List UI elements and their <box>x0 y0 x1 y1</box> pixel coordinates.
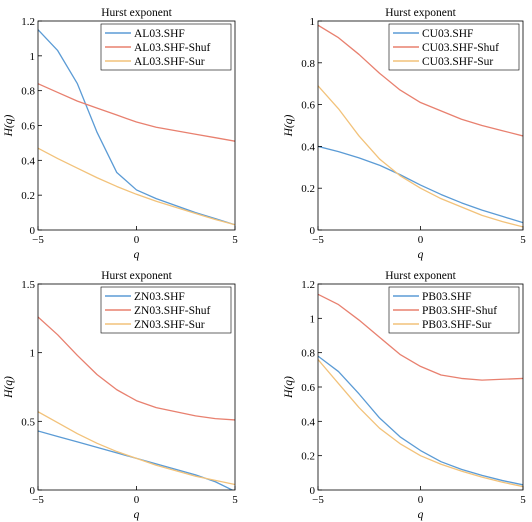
legend-entry: ZN03.SHF-Sur <box>134 319 205 331</box>
y-tick-label: 0.2 <box>301 451 315 463</box>
x-axis-label: q <box>134 509 140 521</box>
x-tick-label: 0 <box>134 494 140 506</box>
y-tick-label: 0.5 <box>21 416 35 428</box>
y-tick-label: 0.4 <box>301 141 315 153</box>
x-tick-label: −5 <box>32 494 44 506</box>
y-tick-label: 1 <box>310 313 316 325</box>
y-tick-label: 0.8 <box>21 86 35 98</box>
legend-entry: AL03.SHF-Sur <box>134 56 205 68</box>
series-line-cu03-shf <box>318 145 523 224</box>
series-line-zn03-shf-shuf <box>38 316 235 421</box>
legend-entry: CU03.SHF-Sur <box>422 56 493 68</box>
legend: CU03.SHF CU03.SHF-Shuf CU03.SHF-Sur <box>388 23 520 71</box>
legend-entry: PB03.SHF <box>422 291 472 303</box>
y-tick-label: 0.4 <box>301 416 315 428</box>
series-line-pb03-shf-sur <box>318 359 523 488</box>
y-tick-label: 0 <box>310 225 316 237</box>
series-line-pb03-shf <box>318 355 523 486</box>
series-line-al03-shf <box>38 29 235 226</box>
x-tick-label: 5 <box>232 234 238 246</box>
y-tick-label: 0.8 <box>301 58 315 70</box>
series-line-pb03-shf-shuf <box>318 293 523 381</box>
chart-title: Hurst exponent <box>385 270 456 282</box>
x-tick-label: −5 <box>312 494 324 506</box>
legend: PB03.SHF PB03.SHF-Shuf PB03.SHF-Sur <box>388 286 520 334</box>
x-axis-label: q <box>418 249 424 261</box>
y-tick-label: 1.2 <box>21 16 35 28</box>
x-axis-label: q <box>418 509 424 521</box>
legend-entry: AL03.SHF-Shuf <box>134 42 211 54</box>
series-line-zn03-shf <box>38 430 234 490</box>
legend-entry: ZN03.SHF-Shuf <box>134 305 211 317</box>
y-tick-label: 1 <box>30 348 36 360</box>
y-tick-label: 0.6 <box>21 121 35 133</box>
legend-entry: PB03.SHF-Sur <box>422 319 492 331</box>
y-axis-label: H(q) <box>283 114 295 137</box>
x-tick-label: −5 <box>312 234 324 246</box>
y-tick-label: 0.4 <box>21 155 35 167</box>
x-tick-label: −5 <box>32 234 44 246</box>
x-axis-label: q <box>134 249 140 261</box>
x-tick-label: 5 <box>232 494 238 506</box>
y-tick-label: 0.6 <box>301 100 315 112</box>
series-line-zn03-shf-sur <box>38 411 235 486</box>
legend: AL03.SHF AL03.SHF-Shuf AL03.SHF-Sur <box>100 23 232 71</box>
y-axis-label: H(q) <box>3 376 15 399</box>
series-line-al03-shf-shuf <box>38 83 235 142</box>
legend-entry: CU03.SHF <box>422 28 473 40</box>
x-tick-label: 0 <box>418 494 424 506</box>
series-line-cu03-shf-shuf <box>318 24 523 137</box>
chart-title: Hurst exponent <box>385 7 456 19</box>
x-tick-label: 5 <box>520 494 526 506</box>
legend-entry: ZN03.SHF <box>134 291 185 303</box>
y-tick-label: 0 <box>310 485 316 497</box>
series-line-cu03-shf-sur <box>318 85 523 228</box>
x-tick-label: 0 <box>134 234 140 246</box>
y-tick-label: 1.2 <box>301 279 315 291</box>
y-tick-label: 0.6 <box>301 382 315 394</box>
y-tick-label: 0 <box>30 225 36 237</box>
chart-title: Hurst exponent <box>101 270 172 282</box>
x-tick-label: 5 <box>520 234 526 246</box>
y-tick-label: 0.8 <box>301 348 315 360</box>
y-tick-label: 1 <box>30 51 36 63</box>
series-line-al03-shf-sur <box>38 147 235 226</box>
y-axis-label: H(q) <box>3 114 15 137</box>
x-tick-label: 0 <box>418 234 424 246</box>
y-tick-label: 0.2 <box>301 183 315 195</box>
chart-title: Hurst exponent <box>101 7 172 19</box>
y-axis-label: H(q) <box>283 376 295 399</box>
y-tick-label: 0.2 <box>21 190 35 202</box>
legend-entry: CU03.SHF-Shuf <box>422 42 499 54</box>
y-tick-label: 1.5 <box>21 279 35 291</box>
legend: ZN03.SHF ZN03.SHF-Shuf ZN03.SHF-Sur <box>100 286 232 334</box>
y-tick-label: 1 <box>310 16 316 28</box>
y-tick-label: 0 <box>30 485 36 497</box>
legend-entry: PB03.SHF-Shuf <box>422 305 497 317</box>
legend-entry: AL03.SHF <box>134 28 185 40</box>
